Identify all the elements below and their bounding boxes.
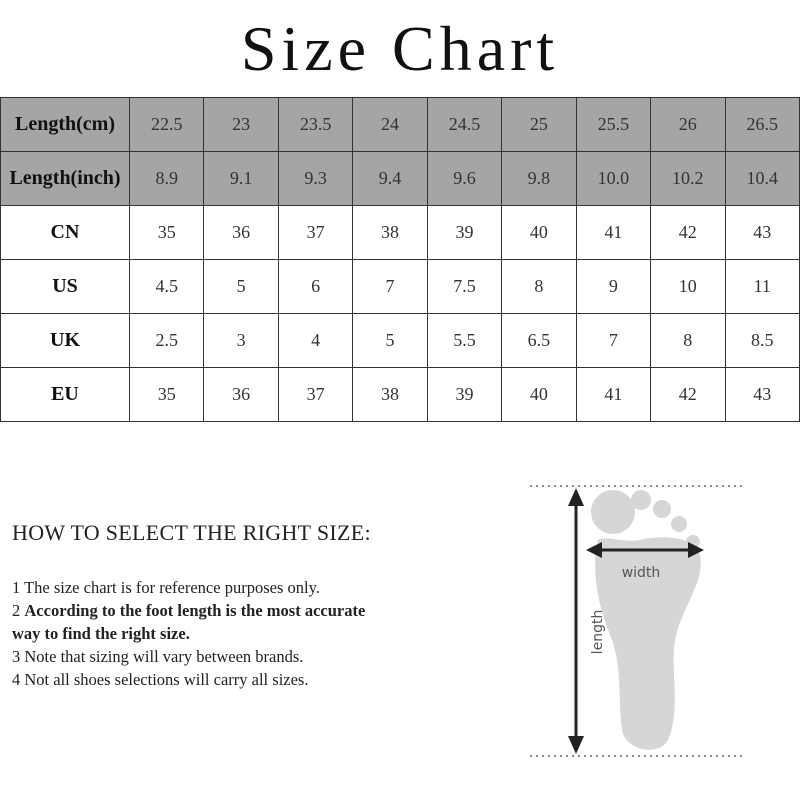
table-row: Length(inch) 8.9 9.1 9.3 9.4 9.6 9.8 10.0 10.2 10… <box>0 151 800 206</box>
table-cell: 39 <box>426 367 503 422</box>
guide-items: 1 The size chart is for reference purpos… <box>12 576 384 691</box>
row-header: EU <box>0 367 130 422</box>
table-cell: 9.6 <box>426 151 503 206</box>
guide-item: 2 According to the foot length is the mo… <box>12 599 384 645</box>
size-table: Length(cm) 22.5 23 23.5 24 24.5 25 25.5 26 26.5 Le… <box>0 97 800 422</box>
title: Size Chart <box>240 13 560 84</box>
table-cell: 36 <box>203 205 279 260</box>
table-cell: 37 <box>277 205 354 260</box>
item-text: The size chart is for reference purposes… <box>24 578 320 597</box>
item-number: 3 <box>12 647 21 666</box>
arrow-head <box>688 542 704 558</box>
item-text: According to the foot length is the most… <box>12 601 366 643</box>
table-cell: 39 <box>426 205 503 260</box>
table-cell: 42 <box>650 367 726 422</box>
table-cell: 8.9 <box>128 151 205 206</box>
table-cell: 9.1 <box>203 151 279 206</box>
length-label: length <box>590 610 606 655</box>
table-cell: 9 <box>575 259 652 314</box>
table-cell: 10 <box>650 259 726 314</box>
table-cell: 24.5 <box>426 97 503 152</box>
table-cell: 42 <box>650 205 726 260</box>
table-cell: 41 <box>575 205 652 260</box>
table-cell: 2.5 <box>128 313 205 368</box>
table-cell: 38 <box>352 367 428 422</box>
table-cell: 6.5 <box>501 313 577 368</box>
foot <box>591 490 701 750</box>
row-header: Length(cm) <box>0 97 130 152</box>
table-cell: 8.5 <box>724 313 800 368</box>
guide-item: 3 Note that sizing will vary between bra… <box>12 645 384 668</box>
table-cell: 6 <box>277 259 354 314</box>
table-row: CN 35 36 37 38 39 40 41 42 43 <box>0 205 800 260</box>
table-cell: 22.5 <box>128 97 205 152</box>
table-cell: 35 <box>128 205 205 260</box>
table-cell: 26.5 <box>724 97 800 152</box>
table-cell: 35 <box>128 367 205 422</box>
table-cell: 37 <box>277 367 354 422</box>
table-cell: 4 <box>277 313 354 368</box>
table-cell: 40 <box>501 367 577 422</box>
table-cell: 23 <box>203 97 279 152</box>
table-cell: 25 <box>501 97 577 152</box>
table-cell: 10.2 <box>650 151 726 206</box>
table-cell: 25.5 <box>575 97 652 152</box>
table-cell: 5.5 <box>426 313 503 368</box>
item-number: 1 <box>12 578 21 597</box>
guide-item: 4 Not all shoes selections will carry al… <box>12 668 384 691</box>
table-cell: 5 <box>203 259 279 314</box>
table-cell: 7 <box>352 259 428 314</box>
table-cell: 10.0 <box>575 151 652 206</box>
table-cell: 5 <box>352 313 428 368</box>
guide-heading: HOW TO SELECT THE RIGHT SIZE: <box>12 520 371 545</box>
table-cell: 26 <box>650 97 726 152</box>
arrow-head <box>568 736 584 754</box>
table-cell: 23.5 <box>277 97 354 152</box>
guide: HOW TO SELECT THE RIGHT SIZE: 1 The size… <box>12 520 384 691</box>
table-cell: 7.5 <box>426 259 503 314</box>
table-cell: 38 <box>352 205 428 260</box>
table-cell: 11 <box>724 259 800 314</box>
table-cell: 4.5 <box>128 259 205 314</box>
table-cell: 9.8 <box>501 151 577 206</box>
table-cell: 40 <box>501 205 577 260</box>
row-header: CN <box>0 205 130 260</box>
table-cell: 43 <box>724 205 800 260</box>
table-cell: 7 <box>575 313 652 368</box>
table-cell: 8 <box>501 259 577 314</box>
table-row: US 4.5 5 6 7 7.5 8 9 10 11 <box>0 259 800 314</box>
item-text: Not all shoes selections will carry all … <box>24 670 309 689</box>
table-row: EU 35 36 37 38 39 40 41 42 43 <box>0 367 800 422</box>
guide-item: 1 The size chart is for reference purpos… <box>12 576 384 599</box>
table-cell: 43 <box>724 367 800 422</box>
row-header: Length(inch) <box>0 151 130 206</box>
arrow-head <box>586 542 602 558</box>
table-cell: 9.4 <box>352 151 428 206</box>
table-row: UK 2.5 3 4 5 5.5 6.5 7 8 8.5 <box>0 313 800 368</box>
table-cell: 36 <box>203 367 279 422</box>
table-cell: 8 <box>650 313 726 368</box>
table-cell: 3 <box>203 313 279 368</box>
arrow-head <box>568 488 584 506</box>
row-header: UK <box>0 313 130 368</box>
width-label: width <box>622 565 661 581</box>
item-number: 2 <box>12 601 21 620</box>
item-number: 4 <box>12 670 21 689</box>
table-cell: 9.3 <box>277 151 354 206</box>
item-text: Note that sizing will vary between brand… <box>24 647 304 666</box>
table-row: Length(cm) 22.5 23 23.5 24 24.5 25 25.5 26 26.5 <box>0 97 800 152</box>
table-cell: 24 <box>352 97 428 152</box>
table-cell: 10.4 <box>724 151 800 206</box>
row-header: US <box>0 259 130 314</box>
table-cell: 41 <box>575 367 652 422</box>
